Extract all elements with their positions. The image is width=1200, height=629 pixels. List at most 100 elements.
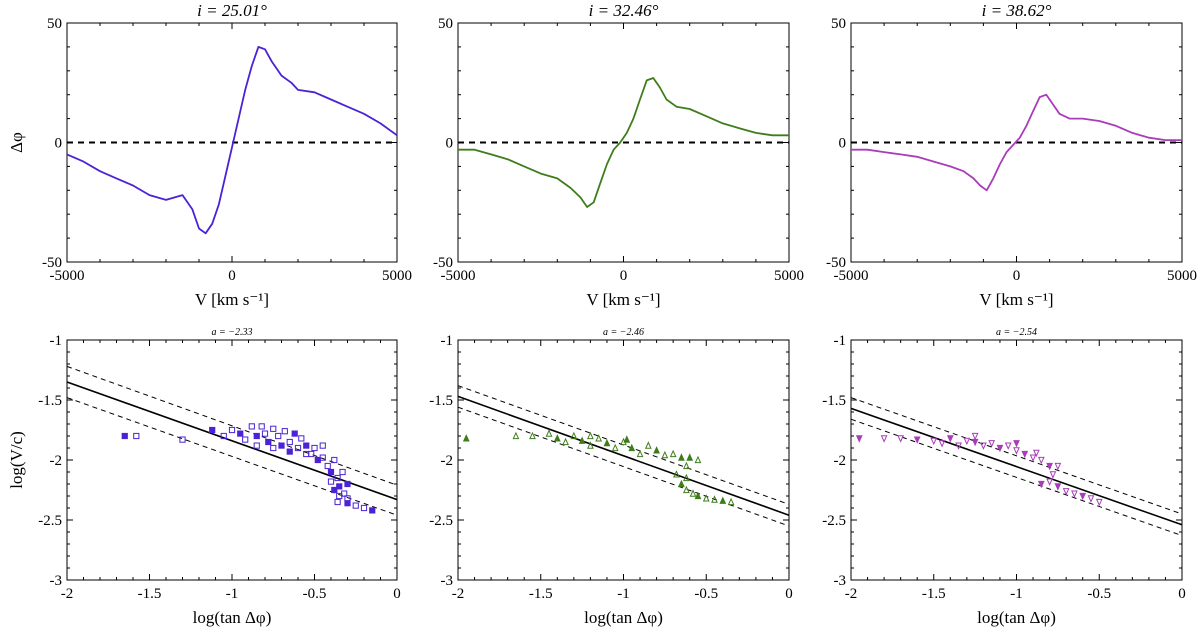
series-line [66, 46, 398, 235]
data-point [270, 425, 277, 432]
data-point [611, 443, 619, 452]
data-point [303, 442, 310, 449]
panel-3: -5000 0 5000 50 0 -50 V [km s⁻¹] i = 38.62° [826, 1, 1197, 309]
x-tick-label: -0.5 [303, 586, 327, 602]
data-point [636, 449, 644, 458]
y-axis-label: log(V/c) [7, 431, 26, 489]
data-point [275, 432, 282, 440]
data-point [369, 507, 376, 514]
data-point [603, 438, 611, 447]
panel-title: a = −2.33 [212, 327, 253, 338]
data-point [988, 440, 996, 448]
data-point [121, 432, 128, 440]
data-point [265, 438, 272, 446]
panel-title: i = 25.01° [197, 1, 267, 20]
data-point [294, 444, 302, 452]
data-point [1087, 495, 1095, 503]
data-point [360, 504, 368, 512]
data-point [1029, 454, 1037, 462]
fit-band-line [66, 365, 398, 486]
x-tick-label: -5000 [441, 268, 476, 284]
data-point [673, 470, 680, 478]
data-point [628, 443, 636, 452]
data-point [308, 450, 315, 458]
data-point [678, 479, 685, 488]
data-point [319, 442, 326, 449]
data-point [1054, 483, 1062, 491]
x-tick-label: 5000 [382, 268, 412, 284]
fit-band-line [850, 418, 1183, 537]
data-point [955, 442, 962, 450]
y-tick-label: 50 [47, 16, 62, 32]
y-tick-label: -2 [441, 453, 454, 469]
data-point [1021, 450, 1029, 459]
x-tick-label: 0 [620, 268, 628, 284]
panel-title: i = 32.46° [589, 1, 659, 20]
panel-5: -2 -1.5 -1 -0.5 0 -1 -1.5 -2 -2.5 -3 log(tan Δφ) a … [429, 327, 793, 627]
data-point [553, 434, 561, 442]
x-tick-label: -1 [617, 586, 630, 602]
data-point [661, 450, 669, 459]
data-point [678, 453, 685, 461]
data-point [980, 442, 987, 450]
data-point [286, 448, 293, 455]
data-point [1049, 471, 1057, 479]
x-tick-label: -1 [226, 586, 239, 602]
data-point [228, 426, 236, 434]
data-point [220, 432, 227, 440]
data-point [1037, 480, 1045, 489]
data-point [578, 436, 586, 444]
data-point [683, 461, 690, 470]
data-point [248, 423, 255, 430]
x-tick-label: 5000 [1167, 268, 1197, 284]
data-point [324, 462, 331, 470]
x-tick-label: 0 [393, 586, 401, 602]
x-tick-label: 0 [228, 268, 236, 284]
data-point [1013, 440, 1020, 448]
x-tick-label: -0.5 [1087, 586, 1111, 602]
data-point [694, 455, 702, 464]
x-tick-label: 0 [785, 586, 793, 602]
data-point [595, 434, 603, 442]
data-point [242, 436, 249, 443]
data-point [344, 480, 351, 488]
data-point [209, 426, 216, 434]
data-point [278, 442, 285, 449]
y-tick-label: 0 [446, 136, 454, 152]
y-tick-label: -1 [441, 333, 454, 349]
data-point [291, 430, 298, 437]
x-tick-label: -0.5 [694, 586, 718, 602]
y-tick-label: -3 [834, 573, 847, 589]
data-point [462, 434, 470, 442]
panel-title: i = 38.62° [982, 1, 1052, 20]
data-point [971, 432, 979, 441]
panel-6: -2 -1.5 -1 -0.5 0 -1 -1.5 -2 -2.5 -3 log(tan Δφ) a … [822, 327, 1186, 627]
plot-frame [850, 339, 1183, 581]
data-point [319, 454, 326, 461]
data-point [336, 492, 343, 500]
data-point [258, 423, 265, 430]
data-point [529, 431, 536, 440]
data-point [331, 456, 338, 464]
x-axis-label: log(tan Δφ) [584, 608, 663, 627]
fit-line [457, 395, 790, 516]
data-point [352, 502, 359, 509]
data-point [683, 473, 690, 482]
data-point [327, 478, 335, 485]
data-point [694, 491, 702, 500]
y-tick-label: -1 [50, 333, 63, 349]
x-tick-label: 5000 [774, 268, 804, 284]
x-tick-label: -1 [1010, 586, 1023, 602]
x-tick-label: -5000 [50, 268, 85, 284]
y-tick-label: -3 [50, 573, 63, 589]
data-point [702, 494, 710, 502]
panel-1: -5000 0 5000 50 0 -50 V [km s⁻¹] Δφ i = 25.01° [7, 1, 412, 309]
data-point [344, 500, 351, 507]
data-point [855, 435, 863, 443]
data-point [253, 432, 260, 440]
y-tick-label: -50 [826, 255, 846, 271]
data-point [562, 437, 569, 446]
data-point [303, 450, 310, 458]
data-point [1046, 478, 1053, 486]
